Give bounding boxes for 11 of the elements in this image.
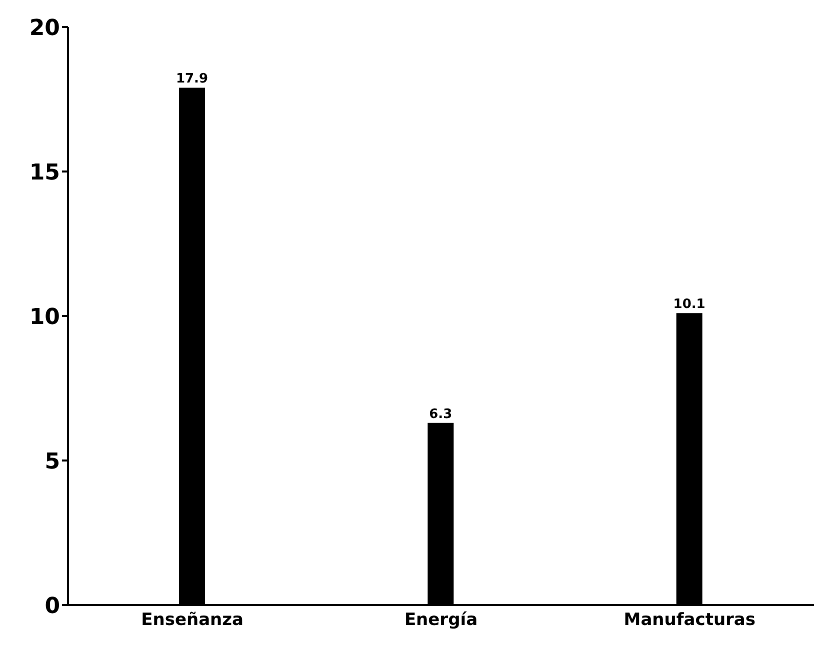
data-label: 10.1: [673, 297, 706, 312]
y-tick-label: 0: [44, 594, 60, 619]
x-tick-label: Energía: [404, 610, 478, 630]
x-tick-label: Manufacturas: [624, 610, 756, 630]
data-label: 17.9: [176, 72, 208, 87]
y-tick-label: 20: [29, 16, 60, 41]
x-tick-label: Enseñanza: [141, 610, 244, 630]
data-label: 6.3: [429, 406, 452, 422]
y-tick-label: 15: [29, 160, 60, 186]
y-tick-label: 10: [29, 304, 60, 330]
y-tick-label: 5: [44, 449, 60, 474]
